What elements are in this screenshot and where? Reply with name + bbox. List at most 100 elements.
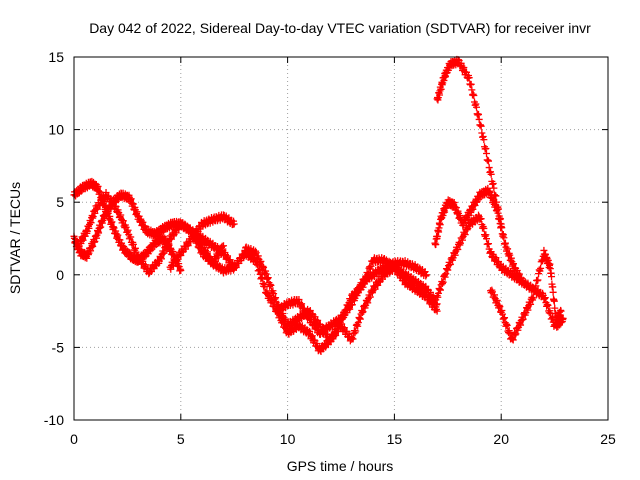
data-point <box>141 261 149 269</box>
data-point <box>543 300 551 308</box>
data-point <box>500 314 508 322</box>
series-arc-j <box>433 211 565 330</box>
data-point <box>472 100 480 108</box>
data-point <box>264 275 272 283</box>
data-point <box>500 234 508 242</box>
data-point <box>232 263 240 271</box>
data-point <box>214 253 222 261</box>
data-point <box>371 285 379 293</box>
data-point <box>349 335 357 343</box>
series-arc-k <box>487 246 567 344</box>
plot-frame <box>73 56 609 421</box>
data-point <box>483 150 491 158</box>
data-point <box>257 275 265 283</box>
data-point <box>256 270 264 278</box>
data-point <box>124 226 132 234</box>
data-point <box>195 241 203 249</box>
data-point <box>348 334 356 342</box>
data-point <box>264 274 272 282</box>
series-arc-b <box>70 189 238 277</box>
data-point <box>550 297 558 305</box>
data-point <box>314 316 322 324</box>
data-point <box>505 327 513 335</box>
data-point <box>359 308 367 316</box>
data-point <box>503 320 511 328</box>
data-point <box>485 240 493 248</box>
data-point <box>527 300 535 308</box>
data-point <box>274 306 282 314</box>
data-point <box>480 136 488 144</box>
data-point <box>444 266 452 274</box>
data-point <box>541 294 549 302</box>
data-point <box>492 192 500 200</box>
data-point <box>491 291 499 299</box>
data-point <box>532 282 540 290</box>
data-point <box>259 262 267 270</box>
x-tick-label: 5 <box>177 431 185 447</box>
data-point <box>359 283 367 291</box>
data-point <box>354 322 362 330</box>
y-tick-label: 5 <box>56 194 64 210</box>
data-point <box>172 229 180 237</box>
data-point <box>533 277 541 285</box>
data-point <box>174 255 182 263</box>
data-point <box>495 301 503 309</box>
data-point <box>467 80 475 88</box>
data-point <box>340 313 348 321</box>
data-point <box>262 270 270 278</box>
data-point <box>498 306 506 314</box>
data-point <box>230 220 238 228</box>
data-point <box>454 245 462 253</box>
data-point <box>484 156 492 164</box>
data-point <box>475 115 483 123</box>
y-tick-label: 10 <box>48 122 64 138</box>
data-point <box>498 224 506 232</box>
data-point <box>422 271 430 279</box>
series-arc-e <box>187 226 430 338</box>
data-point <box>366 293 374 301</box>
data-point <box>364 270 372 278</box>
data-point <box>258 274 266 282</box>
data-point <box>364 271 372 279</box>
data-point <box>442 270 450 278</box>
data-point <box>129 240 137 248</box>
axes: 0 5 10 15 20 25 -10 -5 0 5 10 15 <box>44 49 616 447</box>
data-point <box>127 233 135 241</box>
data-point <box>463 226 471 234</box>
data-point <box>492 254 500 262</box>
data-point <box>482 231 490 239</box>
data-point <box>435 285 443 293</box>
data-point <box>321 326 329 334</box>
data-point <box>272 294 280 302</box>
data-point <box>465 74 473 82</box>
data-point <box>433 300 441 308</box>
data-point <box>460 63 468 71</box>
data-point <box>117 211 125 219</box>
data-point <box>298 300 306 308</box>
data-point <box>552 312 560 320</box>
data-point <box>460 230 468 238</box>
x-tick-label: 15 <box>387 431 403 447</box>
data-point <box>493 296 501 304</box>
data-point <box>478 129 486 137</box>
data-point <box>499 315 507 323</box>
data-point <box>458 236 466 244</box>
data-point <box>512 330 520 338</box>
data-point <box>470 92 478 100</box>
x-tick-label: 10 <box>280 431 296 447</box>
data-point <box>489 180 497 188</box>
data-point <box>517 321 525 329</box>
data-point <box>439 278 447 286</box>
data-point <box>160 249 168 257</box>
data-point <box>362 277 370 285</box>
data-point <box>509 335 517 343</box>
data-point <box>131 244 139 252</box>
data-point <box>267 281 275 289</box>
data-point <box>252 247 260 255</box>
data-point <box>224 252 232 260</box>
series-arc-i <box>431 184 527 287</box>
data-point <box>477 121 485 129</box>
data-point <box>332 331 340 339</box>
data-point <box>271 295 279 303</box>
